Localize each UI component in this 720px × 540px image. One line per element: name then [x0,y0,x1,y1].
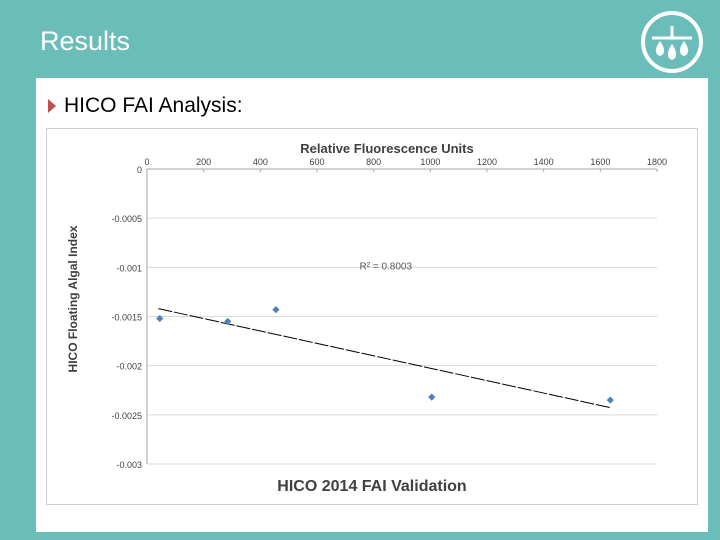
x-tick-label: 1800 [647,157,667,167]
trendline [158,308,612,409]
data-point [428,393,436,401]
r-squared-annotation: R² = 0.8003 [360,261,413,272]
water-drops-icon [638,8,706,76]
y-tick-label: -0.002 [116,362,142,372]
x-tick-label: 0 [144,157,149,167]
bullet-arrow-icon [48,99,56,113]
y-tick-label: -0.0025 [111,411,142,421]
data-point [606,396,614,404]
y-tick-label: 0 [137,165,142,175]
x-tick-label: 1600 [590,157,610,167]
content-panel: HICO FAI Analysis: Relative Fluorescence… [36,78,708,532]
x-tick-label: 200 [196,157,211,167]
bullet-text: HICO FAI Analysis: [64,94,243,117]
x-tick-label: 800 [366,157,381,167]
x-tick-label: 1000 [420,157,440,167]
x-tick-label: 600 [309,157,324,167]
data-point [272,306,280,314]
y-tick-label: -0.003 [116,460,142,470]
x-tick-label: 400 [253,157,268,167]
y-tick-label: -0.001 [116,263,142,273]
y-tick-label: -0.0015 [111,313,142,323]
data-point [156,314,164,323]
bullet-item: HICO FAI Analysis: [48,94,243,118]
chart-frame: Relative Fluorescence Units HICO 2014 FA… [46,128,698,505]
slide-title: Results [40,26,131,56]
chart-title: Relative Fluorescence Units [300,141,473,156]
y-axis-label: HICO Floating Algal Index [66,225,80,372]
x-axis-label: HICO 2014 FAI Validation [277,478,466,495]
scatter-chart: Relative Fluorescence Units HICO 2014 FA… [66,141,667,495]
y-tick-label: -0.0005 [111,214,142,224]
x-tick-label: 1200 [477,157,497,167]
x-tick-label: 1400 [534,157,554,167]
